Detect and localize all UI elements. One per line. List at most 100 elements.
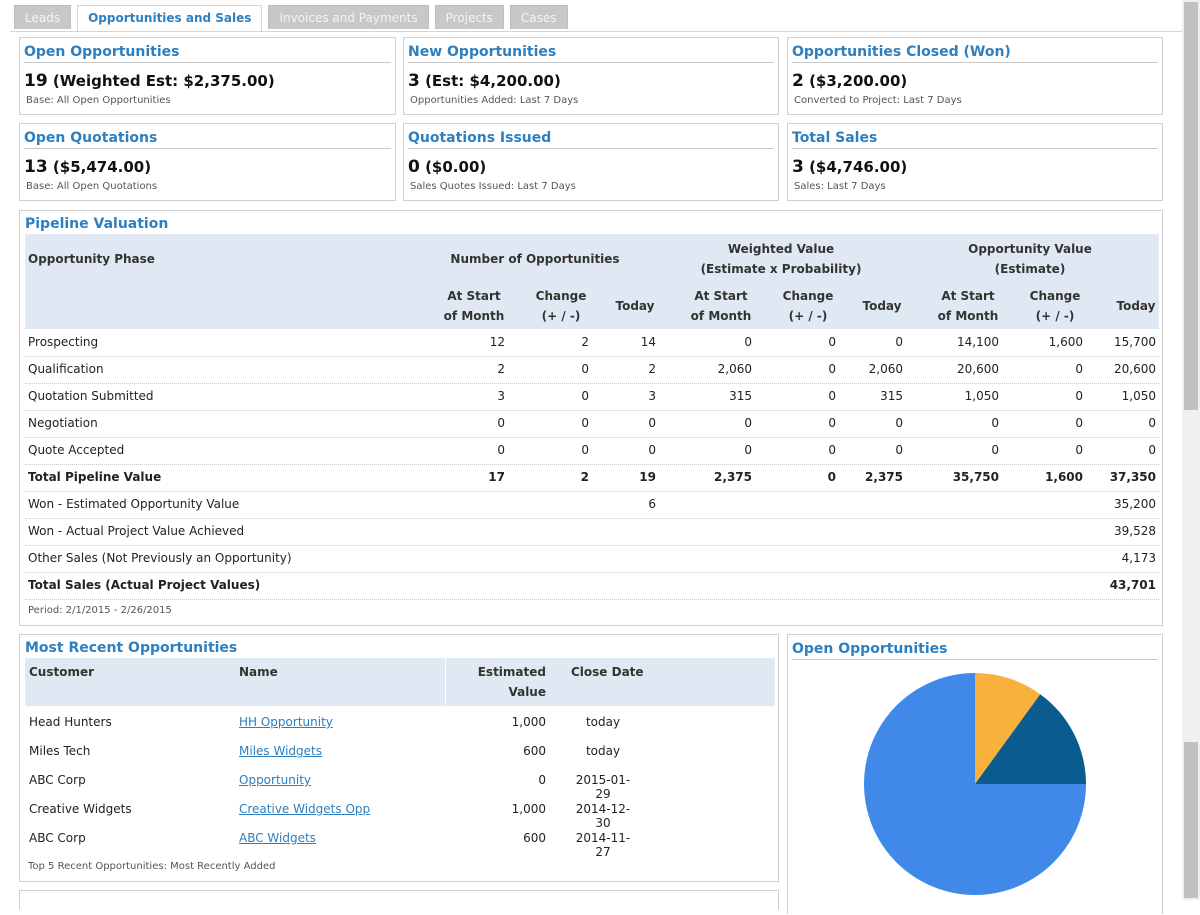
next-panel <box>19 890 779 910</box>
col-number-today: Today <box>615 299 655 313</box>
pipeline-cell: 0 <box>991 416 999 430</box>
col-weighted-at-start: At Start of Month <box>688 286 754 326</box>
pipeline-cell: 0 <box>648 443 656 457</box>
header-line: Weighted Value <box>727 242 835 256</box>
pipeline-cell: 1,600 <box>1048 335 1083 349</box>
pipeline-cell: 37,350 <box>1109 470 1156 484</box>
header-line: Estimated <box>477 665 546 679</box>
pipeline-row-label: Won - Estimated Opportunity Value <box>28 497 240 511</box>
pipeline-row-label: Prospecting <box>28 335 99 349</box>
pipeline-row: Other Sales (Not Previously an Opportuni… <box>25 545 1159 573</box>
pipeline-cell: 0 <box>497 443 505 457</box>
card-detail: ($5,474.00) <box>52 158 152 176</box>
opportunity-link[interactable]: HH Opportunity <box>239 715 333 729</box>
pipeline-cell: 14,100 <box>957 335 999 349</box>
card-count: 13 <box>24 157 48 177</box>
card-value: 3 (Est: $4,200.00) <box>408 71 561 91</box>
pipeline-cell: 2 <box>580 470 589 484</box>
pipeline-cell: 0 <box>1075 389 1083 403</box>
table-row: Head Hunters HH Opportunity 1,000 today <box>25 708 775 737</box>
tab-cases[interactable]: Cases <box>509 5 568 29</box>
col-group-number-of-opportunities: Number of Opportunities <box>450 252 620 266</box>
col-estimated-value: Estimated Value <box>470 662 546 702</box>
tab-projects[interactable]: Projects <box>434 5 504 29</box>
opportunity-link[interactable]: ABC Widgets <box>239 831 316 845</box>
col-opportunity-phase: Opportunity Phase <box>28 252 155 266</box>
pipeline-cell: 35,200 <box>1114 497 1156 511</box>
pipeline-cell: 0 <box>744 335 752 349</box>
card-value: 2 ($3,200.00) <box>792 71 907 91</box>
open-opportunities-chart-panel: Open Opportunities <box>787 634 1163 914</box>
header-line: At Start <box>694 289 748 303</box>
opportunity-link[interactable]: Creative Widgets Opp <box>239 802 371 816</box>
header-line: At Start <box>941 289 995 303</box>
card-count: 0 <box>408 157 420 177</box>
opportunity-link[interactable]: Miles Widgets <box>239 744 322 758</box>
header-line: of Month <box>690 309 752 323</box>
customer-cell: ABC Corp <box>29 773 86 787</box>
scrollbar[interactable] <box>1182 0 1200 900</box>
card-detail: (Weighted Est: $2,375.00) <box>52 72 275 90</box>
pipeline-cell: 0 <box>895 416 903 430</box>
pipeline-cell: 12 <box>489 335 505 349</box>
pipeline-cell: 0 <box>1075 416 1083 430</box>
pipeline-cell: 0 <box>991 443 999 457</box>
card-count: 3 <box>408 71 420 91</box>
pipeline-cell: 2 <box>648 362 656 376</box>
pipeline-cell: 15,700 <box>1114 335 1156 349</box>
pie-slice[interactable] <box>975 694 1086 784</box>
pipeline-cell: 2,060 <box>717 362 752 376</box>
close-date-cell: 2014-12-30 <box>575 802 631 830</box>
pipeline-row: Prospecting 12 2 14 0 0 0 14,100 1,600 15,700 <box>25 329 1159 357</box>
close-date-cell: today <box>585 744 621 758</box>
pipeline-cell: 0 <box>648 416 656 430</box>
estimated-value-cell: 600 <box>523 831 546 845</box>
pipeline-row-label: Total Pipeline Value <box>28 470 162 484</box>
header-line: (+ / -) <box>541 309 581 323</box>
pipeline-cell: 20,600 <box>1114 362 1156 376</box>
col-group-opportunity-value: Opportunity Value (Estimate) <box>930 239 1130 279</box>
header-line: of Month <box>937 309 999 323</box>
estimated-value-cell: 1,000 <box>511 715 546 729</box>
tab-opportunities-and-sales[interactable]: Opportunities and Sales <box>77 5 263 32</box>
estimated-value-cell: 1,000 <box>511 802 546 816</box>
scrollbar-thumb[interactable] <box>1184 2 1198 410</box>
close-date-cell: today <box>585 715 621 729</box>
opportunity-link[interactable]: Opportunity <box>239 773 312 787</box>
header-line: Change <box>1029 289 1081 303</box>
pie-slice[interactable] <box>975 673 1041 784</box>
header-line: Opportunity Value <box>968 242 1092 256</box>
scrollbar-thumb-lower[interactable] <box>1184 742 1198 898</box>
section-title: Pipeline Valuation <box>25 216 169 232</box>
pipeline-cell: 2,375 <box>865 470 903 484</box>
col-group-weighted-value: Weighted Value (Estimate x Probability) <box>681 239 881 279</box>
estimated-value-cell: 0 <box>538 773 546 787</box>
header-line: (Estimate x Probability) <box>700 262 862 276</box>
card-count: 2 <box>792 71 804 91</box>
pipeline-cell: 2 <box>581 335 589 349</box>
card-title: Quotations Issued <box>408 128 774 149</box>
pipeline-cell: 2,060 <box>868 362 903 376</box>
card-subtitle: Base: All Open Opportunities <box>26 95 171 106</box>
tab-leads[interactable]: Leads <box>14 5 72 29</box>
card-open-quotations: Open Quotations 13 ($5,474.00) Base: All… <box>19 123 396 201</box>
table-row: ABC Corp ABC Widgets 600 2014-11-27 <box>25 824 775 859</box>
col-customer: Customer <box>29 665 95 679</box>
pipeline-cell: 0 <box>1148 443 1156 457</box>
card-count: 3 <box>792 157 804 177</box>
pipeline-cell: 17 <box>488 470 505 484</box>
card-value: 0 ($0.00) <box>408 157 486 177</box>
card-new-opportunities: New Opportunities 3 (Est: $4,200.00) Opp… <box>403 37 779 115</box>
col-number-change: Change (+ / -) <box>530 286 592 326</box>
pipeline-cell: 6 <box>648 497 656 511</box>
tab-invoices-and-payments[interactable]: Invoices and Payments <box>268 5 429 29</box>
pipeline-cell: 0 <box>497 416 505 430</box>
pipeline-table-header: Opportunity Phase Number of Opportunitie… <box>25 234 1159 329</box>
pipeline-row: Negotiation 0 0 0 0 0 0 0 0 0 <box>25 410 1159 438</box>
card-detail: ($4,746.00) <box>809 158 908 176</box>
col-name: Name <box>239 665 278 679</box>
col-close-date: Close Date <box>571 665 644 679</box>
pipeline-valuation-panel: Pipeline Valuation Opportunity Phase Num… <box>19 210 1163 626</box>
pipeline-cell: 0 <box>828 389 836 403</box>
card-subtitle: Sales Quotes Issued: Last 7 Days <box>410 181 576 192</box>
